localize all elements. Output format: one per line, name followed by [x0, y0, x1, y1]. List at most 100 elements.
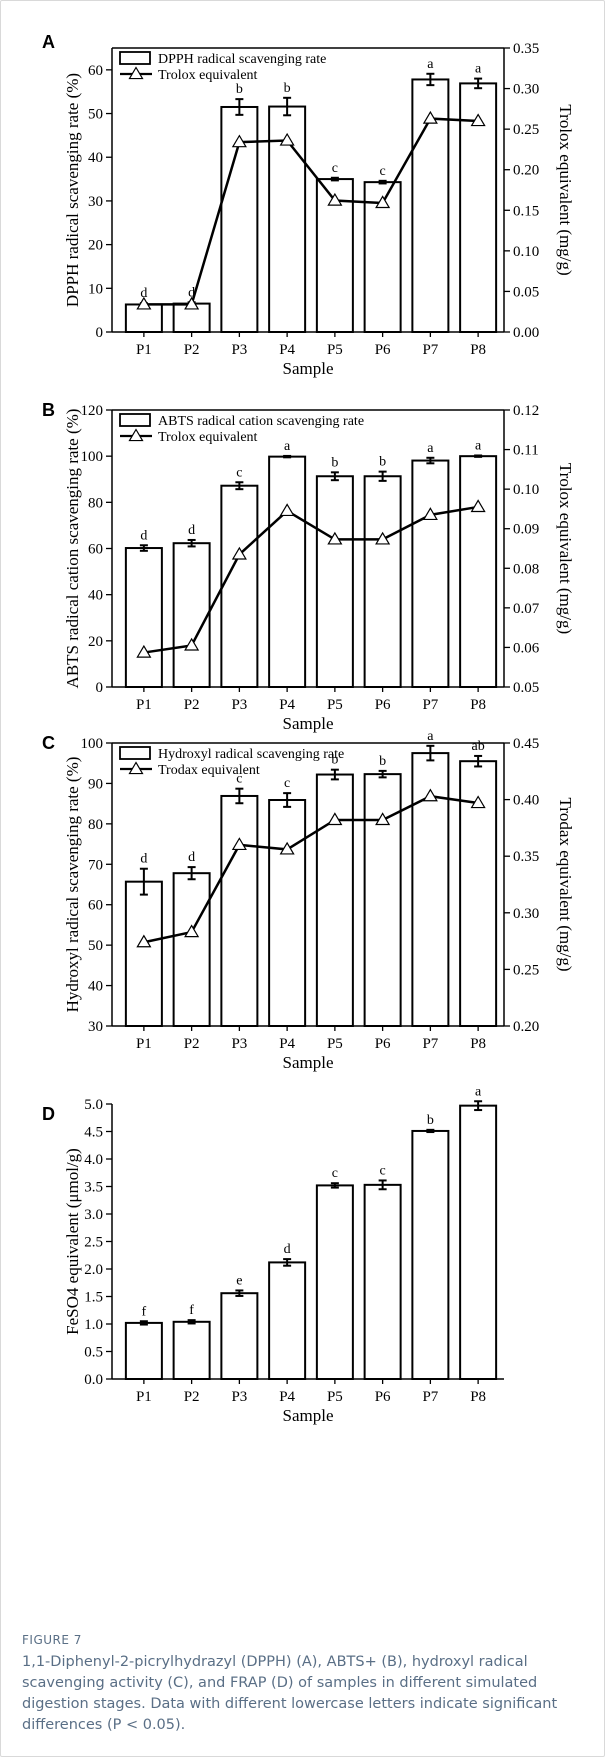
y2-axis-title: Trolox equivalent (mg/g) [556, 463, 575, 634]
bar [220, 484, 259, 688]
series-marker [375, 195, 391, 209]
chart-panel-a: A 0 10 20 30 40 50 60 0.00 0.05 0.10 0.15 0.20 0.25 0.… [42, 32, 575, 378]
bar [124, 547, 163, 688]
x-tick-label: P6 [375, 697, 391, 713]
y-tick-label: 0 [96, 325, 104, 341]
y-tick-label: 3.5 [84, 1180, 103, 1196]
x-tick-label: P3 [231, 342, 247, 358]
y2-tick-label: 0.07 [513, 601, 540, 617]
legend-line-label: Trolox equivalent [158, 430, 258, 445]
x-tick-label: P5 [327, 342, 343, 358]
x-tick-label: P2 [184, 1389, 200, 1405]
y-axis-title: DPPH radical scavenging rate (%) [63, 73, 82, 307]
series-marker [327, 812, 343, 826]
y-tick-label: 40 [88, 150, 103, 166]
y2-tick-label: 0.30 [513, 82, 539, 98]
series-marker [231, 837, 247, 851]
bar [411, 459, 450, 688]
legend-bar-label: DPPH radical scavenging rate [158, 52, 326, 67]
series-marker [184, 924, 200, 938]
bar [315, 475, 354, 689]
y2-tick-label: 0.20 [513, 1019, 539, 1035]
panel-letter: B [42, 400, 55, 420]
significance-label: b [284, 81, 291, 96]
x-tick-label: P1 [136, 1389, 152, 1405]
y-tick-label: 4.5 [84, 1125, 103, 1141]
series-marker [422, 507, 438, 521]
y-tick-label: 0.0 [84, 1372, 103, 1388]
y2-axis-title: Trodax equivalent (mg/g) [556, 797, 575, 971]
y2-tick-label: 0.06 [513, 640, 540, 656]
significance-label: ab [472, 739, 485, 754]
figure-caption: 1,1-Diphenyl-2-picrylhydrazyl (DPPH) (A)… [22, 1654, 558, 1733]
series-marker [184, 296, 200, 310]
y2-tick-label: 0.09 [513, 522, 539, 538]
series-line [143, 505, 479, 654]
x-tick-label: P3 [231, 1389, 247, 1405]
series-marker [327, 192, 343, 206]
y-tick-label: 2.0 [84, 1262, 103, 1278]
x-tick-label: P4 [279, 1389, 295, 1405]
y2-tick-label: 0.00 [513, 325, 539, 341]
significance-label: f [142, 1304, 147, 1319]
x-tick-label: P4 [279, 342, 295, 358]
significance-label: f [189, 1303, 194, 1318]
y2-tick-label: 0.35 [513, 41, 539, 57]
significance-label: b [331, 455, 338, 470]
series-marker [279, 503, 295, 517]
x-axis-title: Sample [283, 714, 334, 733]
x-tick-label: P2 [184, 1036, 200, 1052]
panel-letter: C [42, 733, 55, 753]
y-tick-label: 10 [88, 281, 103, 297]
x-tick-label: P1 [136, 1036, 152, 1052]
y-tick-label: 100 [81, 449, 104, 465]
significance-label: a [427, 57, 434, 72]
y-tick-label: 0 [96, 680, 104, 696]
x-tick-label: P5 [327, 1036, 343, 1052]
legend-bar-label: Hydroxyl radical scavenging rate [158, 747, 344, 762]
series-marker [375, 812, 391, 826]
y-tick-label: 1.5 [84, 1290, 103, 1306]
series-marker [231, 546, 247, 560]
y-tick-label: 30 [88, 1019, 103, 1035]
y-tick-label: 70 [88, 857, 103, 873]
x-axis-title: Sample [283, 359, 334, 378]
y2-tick-label: 0.05 [513, 680, 539, 696]
series-marker [422, 788, 438, 802]
series-marker [422, 110, 438, 124]
y2-tick-label: 0.10 [513, 482, 539, 498]
x-tick-label: P7 [422, 697, 438, 713]
bar [268, 455, 307, 689]
x-axis-title: Sample [283, 1406, 334, 1425]
y-tick-label: 5.0 [84, 1097, 103, 1113]
y-tick-label: 60 [88, 63, 103, 79]
x-tick-label: P6 [375, 342, 391, 358]
bar [172, 1320, 211, 1381]
legend-bar-label: ABTS radical cation scavenging rate [158, 414, 364, 429]
x-tick-label: P7 [422, 1036, 438, 1052]
legend-bar-swatch [119, 413, 151, 427]
significance-label: c [380, 164, 386, 179]
y-tick-label: 100 [81, 736, 104, 752]
significance-label: a [284, 439, 291, 454]
y-tick-label: 1.0 [84, 1317, 103, 1333]
significance-label: d [140, 286, 147, 301]
x-tick-label: P3 [231, 697, 247, 713]
y-tick-label: 20 [88, 634, 103, 650]
legend-bar-swatch [119, 746, 151, 760]
legend-line-label: Trolox equivalent [158, 68, 258, 83]
x-tick-label: P5 [327, 697, 343, 713]
y-tick-label: 60 [88, 898, 103, 914]
y2-tick-label: 0.15 [513, 203, 539, 219]
significance-label: b [427, 1113, 434, 1128]
y-tick-label: 60 [88, 542, 103, 558]
significance-label: b [236, 82, 243, 97]
y-tick-label: 80 [88, 495, 103, 511]
significance-label: d [140, 528, 147, 543]
bar [124, 1321, 163, 1380]
y-tick-label: 3.0 [84, 1207, 103, 1223]
significance-label: c [332, 1166, 338, 1181]
y-tick-label: 4.0 [84, 1152, 103, 1168]
y-tick-label: 0.5 [84, 1345, 103, 1361]
